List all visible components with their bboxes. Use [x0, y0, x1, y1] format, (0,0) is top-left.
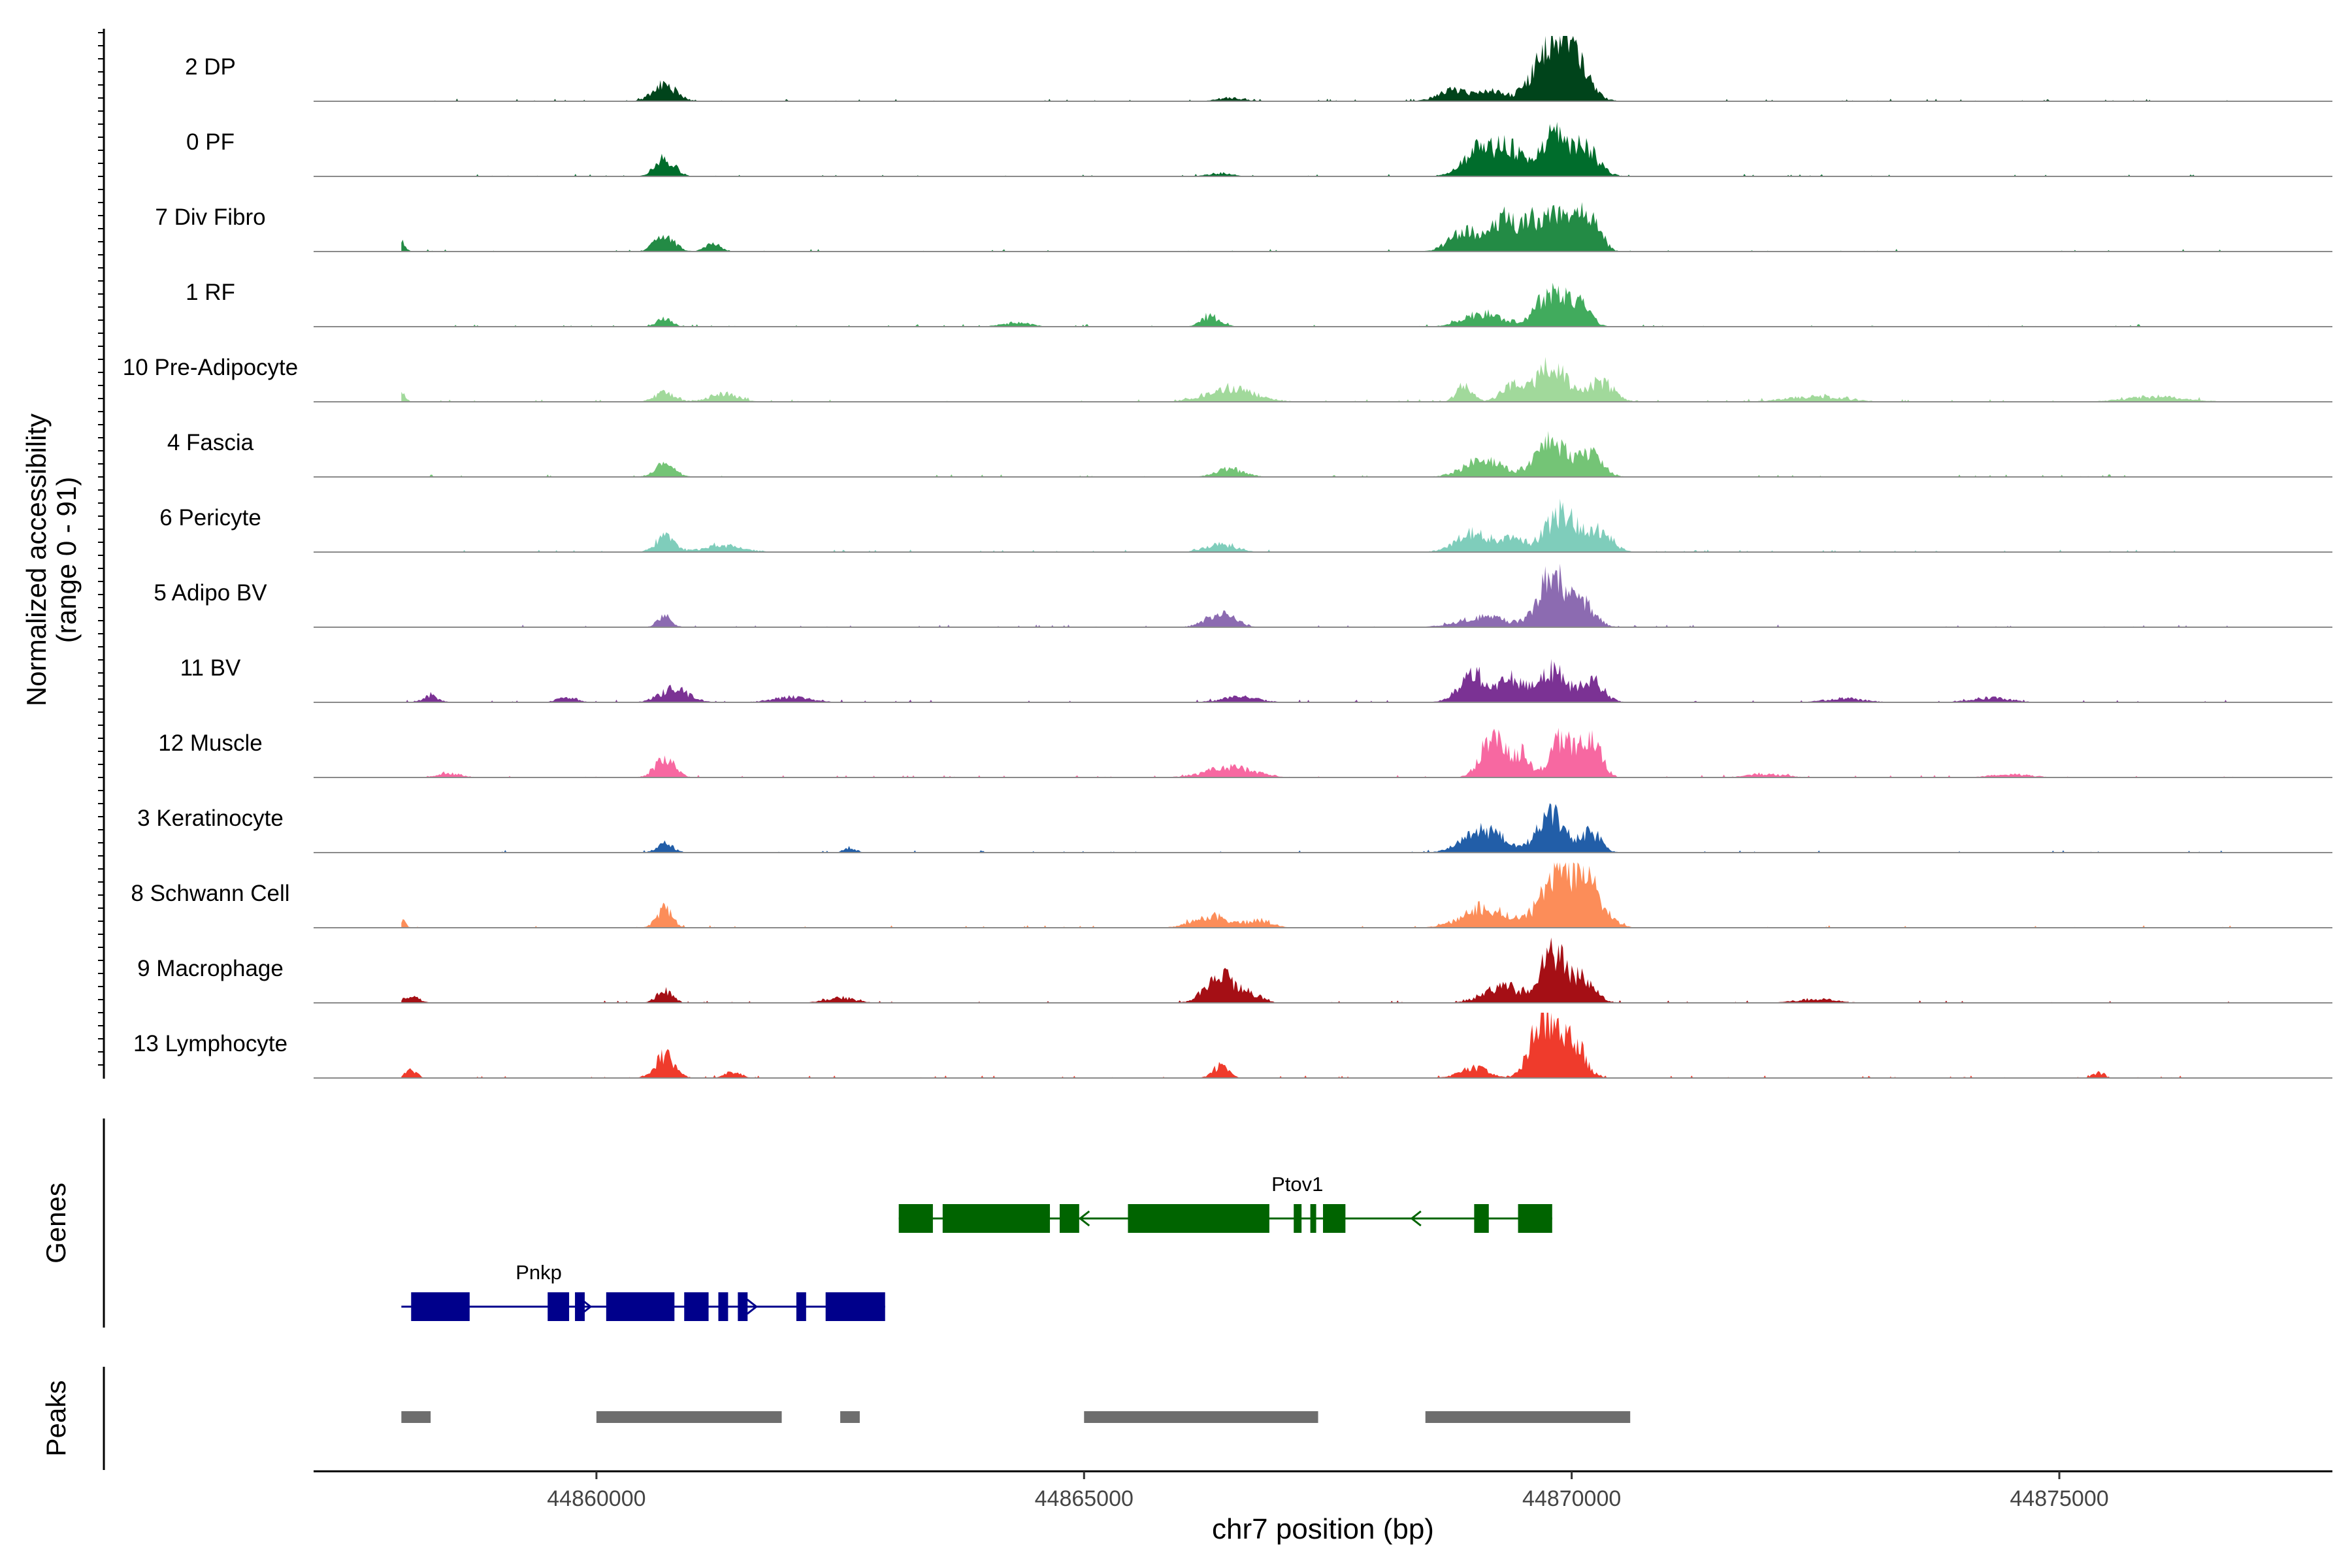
- track: 13 Lymphocyte: [133, 1013, 2332, 1079]
- track: 2 DP: [185, 36, 2332, 102]
- coverage-tracks: 2 DP 0 PF 7 Div Fibro 1 RF 10 Pre-Adipocyte 4…: [123, 36, 2332, 1079]
- track: 10 Pre-Adipocyte: [123, 355, 2332, 402]
- exon: [684, 1292, 709, 1321]
- track-label: 8 Schwann Cell: [131, 881, 289, 906]
- gene-models: Ptov1 Pnkp: [401, 1173, 1552, 1321]
- track-label: 12 Muscle: [158, 730, 263, 756]
- genes-panel-label: Genes: [41, 1183, 71, 1264]
- gene-name-label: Pnkp: [515, 1261, 562, 1284]
- track-label: 0 PF: [186, 129, 235, 155]
- track-label: 9 Macrophage: [137, 956, 284, 981]
- y-axis-title-line1: Normalized accessibility: [21, 414, 52, 706]
- exon: [796, 1292, 806, 1321]
- peak-region: [596, 1411, 782, 1423]
- gene: Pnkp: [401, 1261, 885, 1321]
- exon: [1518, 1204, 1552, 1233]
- strand-arrow: [746, 1298, 759, 1315]
- gene-name-label: Ptov1: [1271, 1173, 1323, 1196]
- exon: [575, 1292, 585, 1321]
- track-label: 4 Fascia: [167, 430, 254, 455]
- x-axis-ticks: 44860000 44865000 44870000 44875000: [547, 1471, 2109, 1511]
- exon: [547, 1292, 570, 1321]
- track-label: 6 Pericyte: [159, 505, 261, 531]
- exon: [825, 1292, 885, 1321]
- coverage-axis-ticks: [98, 32, 104, 1066]
- exon: [606, 1292, 675, 1321]
- peak-region: [840, 1411, 860, 1423]
- track-label: 13 Lymphocyte: [133, 1031, 287, 1056]
- y-axis-title: Normalized accessibility (range 0 - 91): [21, 414, 82, 706]
- track: 3 Keratinocyte: [137, 803, 2332, 853]
- exon: [738, 1292, 748, 1321]
- exon: [718, 1292, 728, 1321]
- exon: [1474, 1204, 1489, 1233]
- track: 9 Macrophage: [137, 938, 2332, 1004]
- track-label: 1 RF: [186, 280, 235, 305]
- exon: [1323, 1204, 1346, 1233]
- track: 4 Fascia: [167, 430, 2332, 478]
- peak-region: [401, 1411, 431, 1423]
- exon: [1310, 1204, 1316, 1233]
- exon: [411, 1292, 470, 1321]
- x-axis-title: chr7 position (bp): [1212, 1513, 1434, 1545]
- track: 8 Schwann Cell: [131, 862, 2332, 928]
- track: 5 Adipo BV: [154, 563, 2332, 628]
- track-label: 7 Div Fibro: [155, 204, 265, 230]
- track-label: 10 Pre-Adipocyte: [123, 355, 298, 380]
- peak-region: [1425, 1411, 1631, 1423]
- x-tick-label: 44865000: [1035, 1486, 1134, 1511]
- exon: [1128, 1204, 1269, 1233]
- strand-arrow: [1078, 1210, 1090, 1227]
- y-axis-title-line2: (range 0 - 91): [51, 477, 82, 643]
- track: 12 Muscle: [158, 727, 2332, 778]
- gene: Ptov1: [898, 1173, 1552, 1233]
- track: 11 BV: [180, 655, 2332, 703]
- exon: [898, 1204, 933, 1233]
- track-label: 5 Adipo BV: [154, 580, 267, 606]
- track-label: 3 Keratinocyte: [137, 806, 284, 831]
- exon: [1294, 1204, 1302, 1233]
- track: 7 Div Fibro: [155, 202, 2332, 252]
- peak-region: [1084, 1411, 1318, 1423]
- peaks-panel-label: Peaks: [41, 1380, 71, 1457]
- strand-arrow: [1410, 1210, 1422, 1227]
- x-tick-label: 44870000: [1522, 1486, 1621, 1511]
- track: 0 PF: [186, 122, 2332, 177]
- peak-regions: [401, 1411, 1631, 1423]
- track: 6 Pericyte: [159, 498, 2332, 553]
- track-label: 2 DP: [185, 54, 236, 80]
- track-label: 11 BV: [180, 655, 241, 681]
- exon: [1059, 1204, 1079, 1233]
- x-tick-label: 44860000: [547, 1486, 645, 1511]
- x-tick-label: 44875000: [2010, 1486, 2108, 1511]
- exon: [942, 1204, 1051, 1233]
- track: 1 RF: [186, 280, 2332, 327]
